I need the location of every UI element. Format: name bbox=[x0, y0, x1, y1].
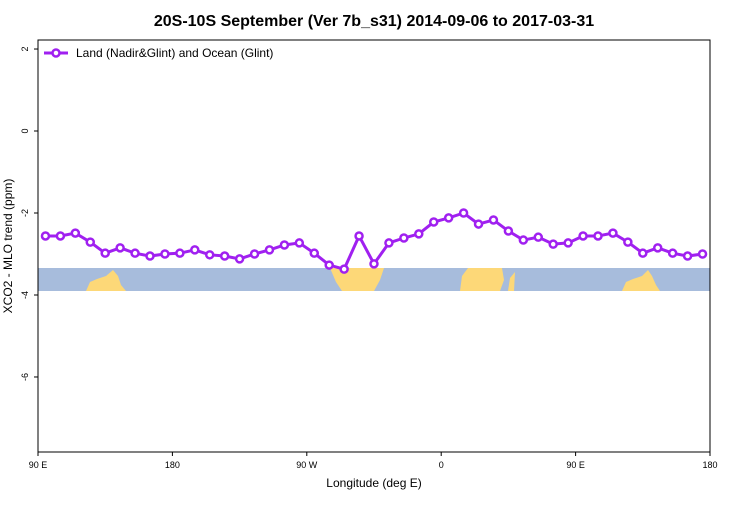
data-point bbox=[40, 231, 51, 241]
data-point bbox=[473, 219, 484, 229]
y-tick-label: 0 bbox=[20, 129, 30, 134]
data-point bbox=[55, 231, 66, 241]
data-point bbox=[70, 228, 81, 238]
data-point bbox=[667, 248, 678, 258]
data-point bbox=[458, 208, 469, 218]
data-point bbox=[324, 260, 334, 270]
x-tick-label: 90 W bbox=[296, 460, 318, 470]
data-point bbox=[399, 233, 409, 243]
y-tick-label: 2 bbox=[20, 47, 30, 52]
legend-label: Land (Nadir&Glint) and Ocean (Glint) bbox=[76, 46, 273, 60]
data-point bbox=[354, 231, 364, 241]
legend-marker bbox=[51, 48, 61, 58]
data-point bbox=[100, 248, 110, 258]
data-point bbox=[130, 248, 140, 258]
data-point bbox=[219, 251, 230, 261]
data-point bbox=[294, 238, 305, 248]
map-band bbox=[38, 268, 710, 291]
data-point bbox=[160, 249, 170, 259]
data-point bbox=[623, 237, 633, 247]
data-point bbox=[608, 228, 618, 238]
data-point bbox=[428, 217, 439, 227]
plot-frame bbox=[37, 39, 711, 453]
data-point bbox=[339, 264, 349, 274]
data-point bbox=[369, 259, 379, 269]
data-point bbox=[548, 239, 558, 249]
land bbox=[460, 268, 504, 291]
data-point bbox=[234, 254, 245, 264]
data-point bbox=[593, 231, 603, 241]
land bbox=[86, 270, 126, 291]
data-point bbox=[175, 248, 185, 258]
data-point bbox=[309, 248, 320, 258]
data-point bbox=[652, 243, 663, 253]
data-point bbox=[204, 250, 215, 260]
data-point bbox=[682, 251, 693, 261]
data-point bbox=[384, 238, 394, 248]
data-point bbox=[578, 231, 588, 241]
data-point bbox=[264, 245, 275, 255]
data-point bbox=[563, 238, 573, 248]
data-point bbox=[85, 237, 96, 247]
chart-title: 20S-10S September (Ver 7b_s31) 2014-09-0… bbox=[154, 13, 594, 30]
data-point bbox=[503, 226, 514, 236]
x-tick-label: 90 E bbox=[566, 460, 585, 470]
x-tick-label: 90 E bbox=[29, 460, 48, 470]
y-tick-label: -2 bbox=[20, 209, 30, 217]
data-point bbox=[190, 245, 200, 255]
data-point bbox=[488, 215, 499, 225]
data-point bbox=[279, 240, 290, 250]
data-point bbox=[145, 251, 155, 261]
x-tick-label: 0 bbox=[439, 460, 444, 470]
land bbox=[622, 270, 660, 291]
data-point bbox=[443, 213, 454, 223]
y-tick-label: -6 bbox=[20, 373, 30, 381]
land bbox=[508, 272, 515, 291]
y-axis-label: XCO2 - MLO trend (ppm) bbox=[1, 179, 15, 314]
data-point bbox=[697, 249, 708, 259]
data-point bbox=[115, 243, 125, 253]
data-point bbox=[518, 235, 529, 245]
data-point bbox=[414, 229, 424, 239]
x-axis-label: Longitude (deg E) bbox=[326, 476, 421, 490]
data-point bbox=[249, 249, 260, 259]
data-point bbox=[533, 232, 544, 242]
x-tick-label: 180 bbox=[165, 460, 180, 470]
x-tick-label: 180 bbox=[702, 460, 717, 470]
data-point bbox=[638, 248, 648, 258]
y-tick-label: -4 bbox=[20, 291, 30, 299]
